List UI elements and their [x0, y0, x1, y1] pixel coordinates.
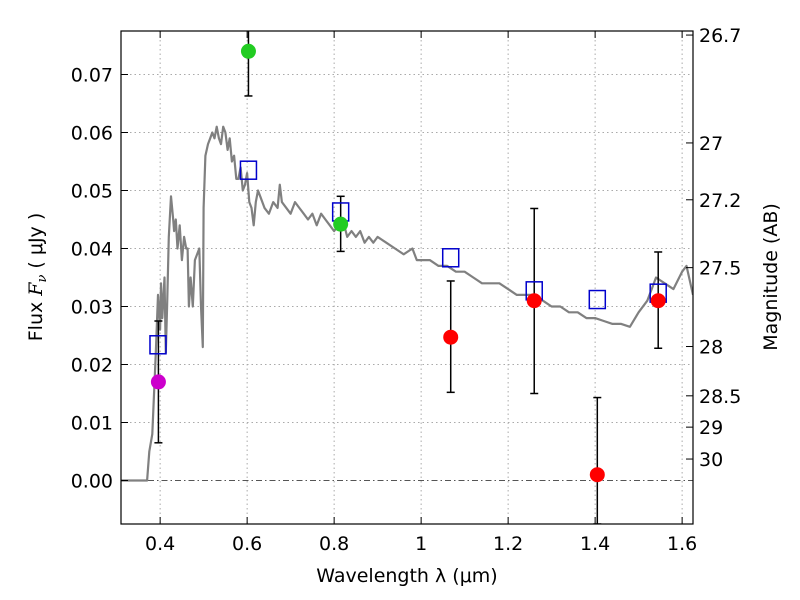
y2-axis-title: Magnitude (AB): [760, 203, 782, 351]
y2-tick-label: 28: [699, 337, 723, 359]
model-photometry-square: [441, 248, 460, 268]
y-tick-label: 0.05: [71, 181, 113, 203]
y-axis-title: Flux Fν ( μJy ): [25, 213, 50, 342]
axis-ticks: 0.4 0.6 0.8 1 1.2 1.4 1.6 0.00 0.01 0.02 0.03 0.04 0…: [71, 25, 742, 555]
x-tick-label: 1.4: [580, 533, 610, 555]
grid-lines: [121, 31, 693, 524]
observed-photometry-point: [443, 329, 459, 345]
observed-photometry-point: [650, 293, 666, 309]
plot-background: [121, 31, 693, 524]
x-tick-label: 1.6: [667, 533, 697, 555]
observed-photometry-point: [526, 293, 542, 309]
y2-tick-label: 30: [699, 449, 723, 471]
plot-frame: [120, 30, 694, 525]
observed-photometry-markers: [150, 43, 666, 483]
y-tick-label: 0.02: [71, 355, 113, 377]
y-tick-label: 0.04: [71, 239, 113, 261]
x-tick-label: 0.8: [319, 533, 349, 555]
y2-tick-label: 29: [699, 417, 723, 439]
x-axis-title: Wavelength λ (μm): [316, 565, 497, 587]
observed-photometry-point: [150, 374, 166, 390]
y2-tick-label: 27.5: [699, 258, 741, 280]
observed-photometry-point: [333, 216, 349, 232]
x-tick-label: 1: [415, 533, 427, 555]
model-photometry-square: [149, 335, 167, 355]
observed-photometry-point: [589, 467, 605, 483]
x-tick-label: 0.6: [232, 533, 262, 555]
y2-tick-label: 28.5: [699, 386, 741, 408]
y-tick-label: 0.06: [71, 123, 113, 145]
observed-photometry-point: [240, 43, 256, 59]
model-photometry-markers: [149, 160, 667, 355]
model-photometry-square: [239, 160, 258, 180]
y2-tick-label: 27: [699, 133, 723, 155]
y-tick-label: 0.03: [71, 297, 113, 319]
model-photometry-square: [588, 289, 607, 310]
y2-tick-label: 27.2: [699, 190, 741, 212]
y-tick-label: 0.01: [71, 413, 113, 435]
x-tick-label: 0.4: [145, 533, 175, 555]
x-tick-label: 1.2: [493, 533, 523, 555]
y-tick-label: 0.00: [71, 471, 113, 493]
y2-tick-label: 26.7: [699, 25, 741, 47]
y-tick-label: 0.07: [71, 65, 113, 87]
